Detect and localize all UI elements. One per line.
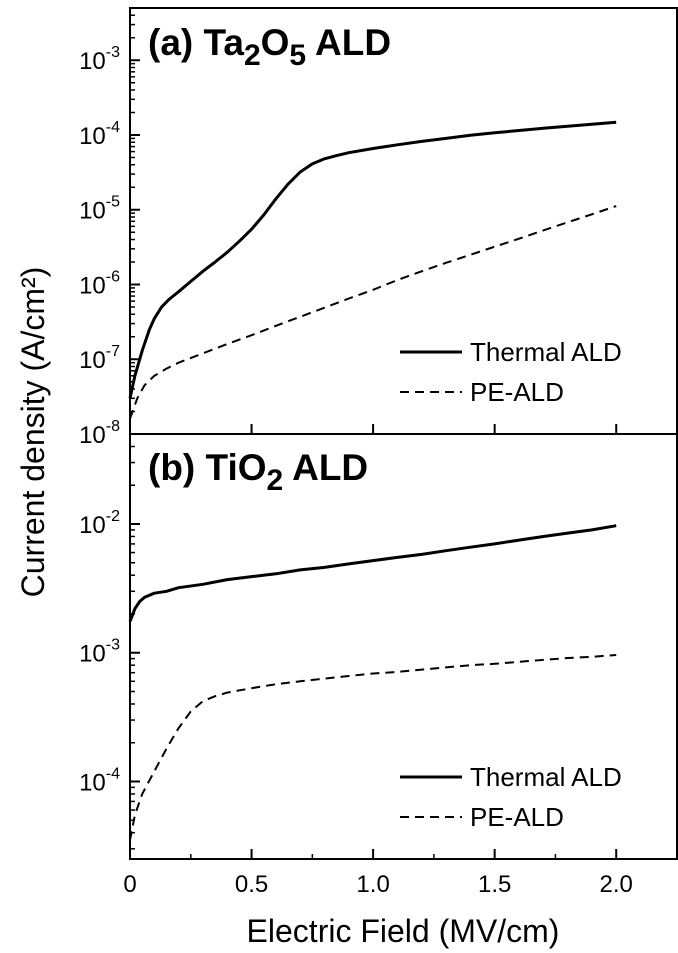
legend-label: PE-ALD (470, 802, 564, 832)
y-tick-label: 10-8 (79, 418, 120, 449)
y-tick-label: 10-3 (79, 637, 120, 668)
panel-b-title: (b) TiO2 ALD (148, 447, 368, 497)
series-line-thermal-ald (128, 120, 617, 399)
legend-label: Thermal ALD (470, 337, 622, 367)
series-line-pe-ald (129, 205, 617, 420)
y-tick-label: 10-4 (79, 765, 120, 796)
panel-b-frame (129, 433, 678, 860)
panel-a-title: (a) Ta2O5 ALD (148, 22, 391, 72)
x-axis-title: Electric Field (MV/cm) (247, 913, 560, 949)
x-tick-label: 0 (123, 871, 136, 898)
panel-a-frame (129, 7, 678, 435)
legend-label: Thermal ALD (470, 762, 622, 792)
series-line-pe-ald (129, 654, 617, 841)
y-tick-label: 10-2 (79, 508, 120, 539)
legend-label: PE-ALD (470, 377, 564, 407)
y-tick-label: 10-3 (79, 44, 120, 75)
y-tick-label: 10-5 (79, 194, 120, 225)
y-tick-label: 10-6 (79, 268, 120, 299)
x-tick-label: 2.0 (600, 871, 633, 898)
x-tick-label: 0.5 (235, 871, 268, 898)
y-tick-label: 10-4 (79, 119, 120, 150)
y-tick-label: 10-7 (79, 343, 120, 374)
y-axis-title: Current density (A/cm²) (15, 267, 51, 598)
x-tick-label: 1.0 (356, 871, 389, 898)
x-tick-label: 1.5 (478, 871, 511, 898)
series-line-thermal-ald (128, 524, 617, 622)
